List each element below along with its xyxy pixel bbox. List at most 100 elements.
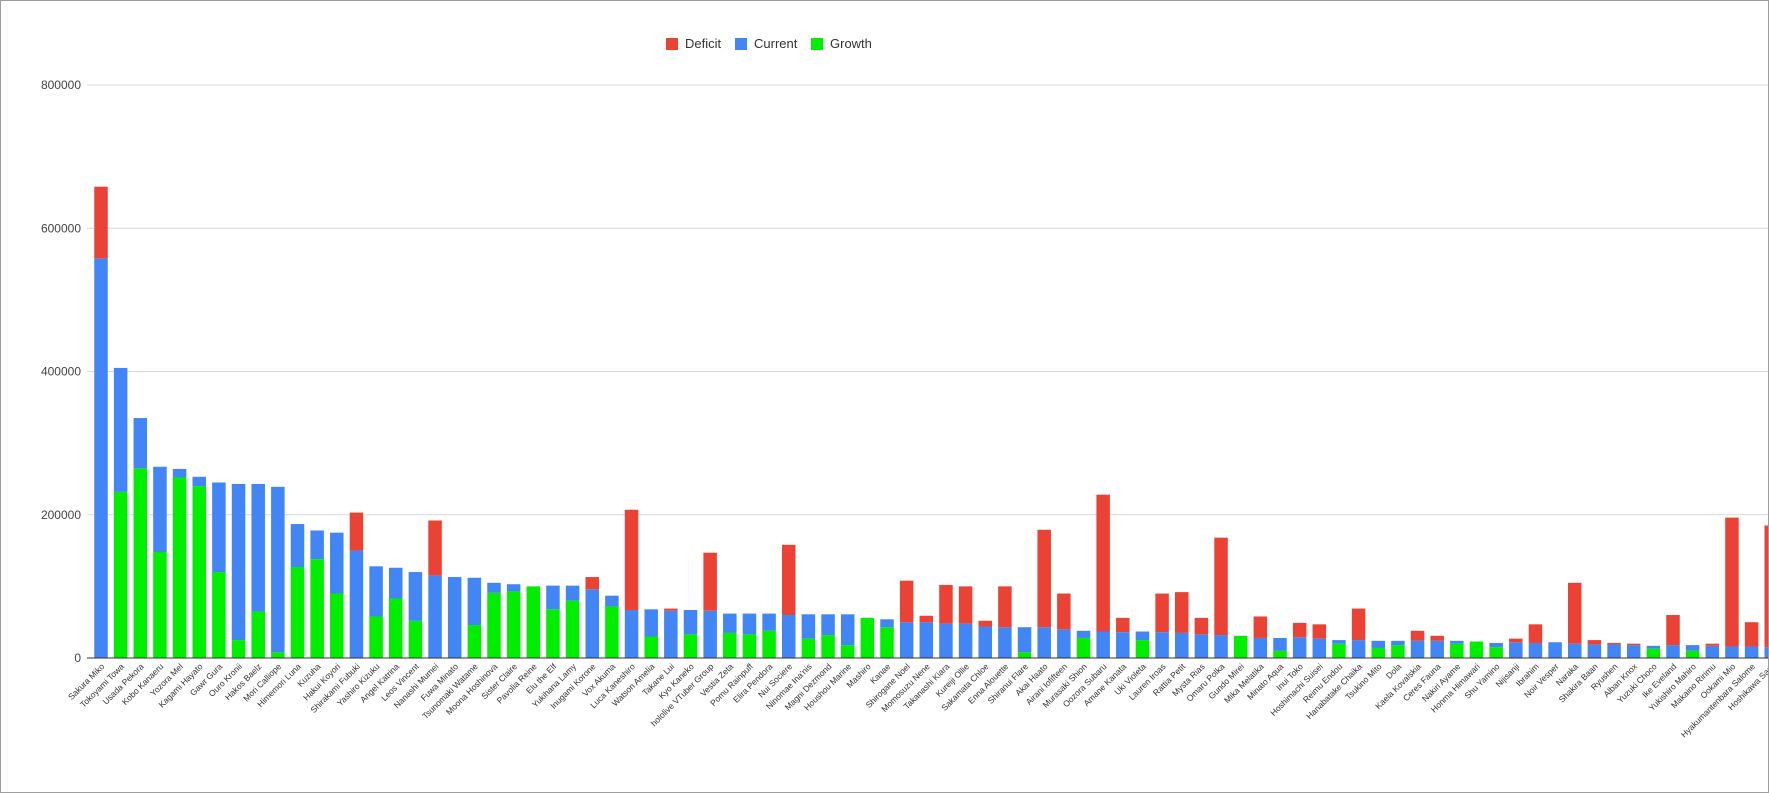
- bar-current-kaela-kovalskia[interactable]: [1410, 640, 1425, 658]
- bar-deficit-naraka[interactable]: [1568, 582, 1582, 644]
- bar-stack-honma-himawari[interactable]: [1469, 641, 1484, 658]
- bar-current-inui-toko[interactable]: [1292, 637, 1307, 658]
- bar-stack-hanabatake-chaika[interactable]: [1351, 608, 1366, 658]
- bar-deficit-takane-lui[interactable]: [664, 608, 678, 611]
- bar-growth-yozora-mel[interactable]: [172, 477, 187, 658]
- bar-growth-leos-vincent[interactable]: [408, 620, 423, 658]
- bar-stack-mika-melatika[interactable]: [1253, 616, 1268, 658]
- bar-deficit-ibrahim[interactable]: [1528, 624, 1543, 643]
- bar-stack-hakos-baelz[interactable]: [251, 483, 265, 658]
- bar-stack-amane-kanata[interactable]: [1116, 617, 1130, 658]
- bar-stack-kagami-hayato[interactable]: [192, 476, 207, 658]
- bar-growth-himemori-luna[interactable]: [290, 567, 305, 658]
- bar-stack-himemori-luna[interactable]: [290, 524, 305, 658]
- bar-deficit-hoshimachi-suisei[interactable]: [1312, 624, 1327, 639]
- bar-current-leos-vincent[interactable]: [408, 572, 423, 621]
- bar-stack-elu-the-elf[interactable]: [546, 585, 560, 658]
- bar-deficit-shirogane-noel[interactable]: [899, 580, 914, 623]
- bar-current-uki-violeta[interactable]: [1135, 631, 1150, 641]
- bar-growth-nakiri-ayame[interactable]: [1450, 643, 1464, 658]
- bar-growth-hakui-koyori[interactable]: [330, 593, 344, 658]
- bar-current-usada-pekora[interactable]: [133, 418, 148, 469]
- bar-stack-rattia-petit[interactable]: [1175, 592, 1189, 658]
- bar-growth-pavolia-reine[interactable]: [526, 586, 541, 658]
- bar-stack-noir-vesper[interactable]: [1548, 642, 1562, 658]
- bar-stack-tokoyami-towa[interactable]: [113, 367, 128, 658]
- bar-stack-nijisanji[interactable]: [1509, 638, 1523, 658]
- bar-current-shu-yamino[interactable]: [1489, 642, 1503, 648]
- bar-stack-kaela-kovalskia[interactable]: [1410, 630, 1425, 658]
- bar-current-takane-lui[interactable]: [664, 610, 678, 658]
- bar-current-ceres-fauna[interactable]: [1430, 640, 1444, 658]
- bar-stack-yukishiro-mahiro[interactable]: [1685, 645, 1700, 658]
- bar-growth-mashiro[interactable]: [860, 617, 875, 658]
- bar-growth-yukishiro-mahiro[interactable]: [1685, 650, 1700, 658]
- bar-current-kobo-kanaeru[interactable]: [153, 466, 167, 552]
- bar-current-hakui-koyori[interactable]: [330, 532, 344, 594]
- bar-growth-shiranui-flare[interactable]: [1017, 652, 1032, 658]
- bar-stack-vestia-zeta[interactable]: [723, 613, 737, 658]
- bar-growth-honma-himawari[interactable]: [1469, 641, 1484, 658]
- bar-current-airani-iofifteen[interactable]: [1057, 629, 1071, 658]
- bar-growth-kuzuha[interactable]: [310, 559, 324, 658]
- bar-current-kuzuha[interactable]: [310, 530, 324, 560]
- bar-current-ike-eveland[interactable]: [1666, 645, 1680, 658]
- bar-current-yuzuki-choco[interactable]: [1646, 645, 1661, 649]
- bar-deficit-inugami-korone[interactable]: [585, 577, 600, 590]
- bar-stack-ookami-mio[interactable]: [1725, 517, 1739, 658]
- bar-deficit-takanashi-kiara[interactable]: [939, 584, 953, 624]
- bar-deficit-nanashi-mumei[interactable]: [428, 520, 442, 576]
- bar-stack-ibrahim[interactable]: [1528, 624, 1543, 658]
- bar-deficit-momosuzu-nene[interactable]: [919, 615, 934, 623]
- bar-stack-usada-pekora[interactable]: [133, 418, 148, 658]
- bar-current-lauren-iroas[interactable]: [1155, 632, 1169, 658]
- bar-stack-shakira-baan[interactable]: [1587, 640, 1602, 658]
- bar-current-mori-calliope[interactable]: [271, 486, 285, 653]
- bar-stack-mysta-rias[interactable]: [1194, 617, 1209, 658]
- bar-current-takanashi-kiara[interactable]: [939, 623, 953, 658]
- bar-current-yukihana-lamy[interactable]: [565, 585, 580, 601]
- bar-deficit-sakamata-chloe[interactable]: [978, 620, 993, 627]
- bar-current-minato-aqua[interactable]: [1273, 637, 1287, 651]
- bar-stack-enna-alouette[interactable]: [998, 586, 1012, 658]
- bar-stack-hoshimachi-suisei[interactable]: [1312, 624, 1327, 658]
- bar-current-hyakumantenbara-salome[interactable]: [1744, 646, 1759, 658]
- bar-growth-murasaki-shion[interactable]: [1076, 637, 1091, 658]
- bar-deficit-lauren-iroas[interactable]: [1155, 593, 1169, 633]
- bar-current-shirogane-noel[interactable]: [899, 622, 914, 658]
- bar-deficit-shirakami-fubuki[interactable]: [349, 512, 364, 551]
- bar-stack-nanashi-mumei[interactable]: [428, 520, 442, 658]
- bar-growth-dola[interactable]: [1391, 645, 1405, 658]
- bar-stack-mori-calliope[interactable]: [271, 486, 285, 658]
- bar-deficit-ceres-fauna[interactable]: [1430, 635, 1444, 641]
- bar-growth-kagami-hayato[interactable]: [192, 486, 207, 658]
- bar-current-nijisanji[interactable]: [1509, 642, 1523, 658]
- bar-stack-akai-haato[interactable]: [1037, 529, 1051, 658]
- bar-deficit-hyakumantenbara-salome[interactable]: [1744, 622, 1759, 647]
- bar-stack-gundo-mirei[interactable]: [1233, 635, 1248, 658]
- bar-stack-fuwa-minato[interactable]: [447, 577, 462, 658]
- bar-growth-tsukino-mito[interactable]: [1371, 647, 1386, 658]
- bar-deficit-hoshikawa-sara[interactable]: [1764, 525, 1769, 648]
- bar-growth-kyo-kaneko[interactable]: [683, 634, 698, 658]
- bar-deficit-mika-melatika[interactable]: [1253, 616, 1268, 638]
- bar-growth-tokoyami-towa[interactable]: [113, 491, 128, 658]
- bar-stack-nui-sociere[interactable]: [782, 544, 796, 658]
- bar-current-akai-haato[interactable]: [1037, 627, 1051, 658]
- legend-item-deficit[interactable]: Deficit: [666, 36, 722, 51]
- bar-growth-mori-calliope[interactable]: [271, 652, 285, 658]
- bar-growth-uki-violeta[interactable]: [1135, 640, 1150, 658]
- bar-stack-omaru-polka[interactable]: [1214, 537, 1228, 658]
- bar-stack-reimu-endou[interactable]: [1332, 640, 1346, 658]
- bar-stack-shirakami-fubuki[interactable]: [349, 512, 364, 658]
- bar-current-moona-hoshinova[interactable]: [487, 582, 501, 593]
- bar-deficit-mysta-rias[interactable]: [1194, 617, 1209, 635]
- bar-current-fuwa-minato[interactable]: [447, 577, 462, 658]
- bar-current-nanashi-mumei[interactable]: [428, 575, 442, 658]
- bar-stack-elira-pendora[interactable]: [762, 613, 776, 658]
- bar-deficit-airani-iofifteen[interactable]: [1057, 593, 1071, 630]
- bar-stack-minato-aqua[interactable]: [1273, 637, 1287, 658]
- bar-current-kanae[interactable]: [880, 619, 894, 628]
- bar-current-naraka[interactable]: [1568, 643, 1582, 658]
- bar-current-gawr-gura[interactable]: [212, 482, 226, 573]
